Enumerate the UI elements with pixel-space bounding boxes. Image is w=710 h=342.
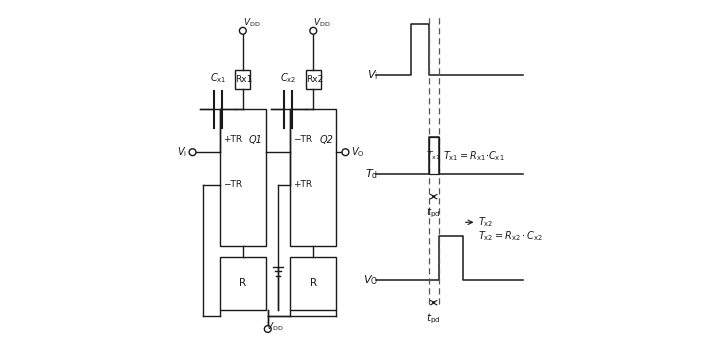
- Text: −TR: −TR: [223, 180, 242, 189]
- Circle shape: [342, 149, 349, 156]
- Circle shape: [239, 27, 246, 34]
- Bar: [220, 109, 266, 246]
- Text: Q2: Q2: [319, 134, 333, 145]
- Text: $V_\mathrm{DD}$: $V_\mathrm{DD}$: [266, 321, 283, 333]
- Text: +TR: +TR: [223, 135, 242, 144]
- Bar: [220, 256, 266, 310]
- Bar: [429, 137, 439, 174]
- Text: +TR: +TR: [293, 180, 312, 189]
- Text: $T_\mathrm{d}$: $T_\mathrm{d}$: [365, 168, 378, 181]
- Bar: [306, 70, 321, 89]
- Circle shape: [264, 326, 271, 332]
- Text: $V_\mathrm{i}$: $V_\mathrm{i}$: [367, 68, 378, 82]
- Text: $t_\mathrm{pd}$: $t_\mathrm{pd}$: [426, 311, 441, 326]
- Text: $C_\mathrm{x1}$: $C_\mathrm{x1}$: [210, 72, 226, 86]
- Text: $C_\mathrm{x2}$: $C_\mathrm{x2}$: [280, 72, 297, 86]
- Bar: [290, 256, 337, 310]
- Text: $T_\mathrm{x1}$: $T_\mathrm{x1}$: [426, 149, 441, 162]
- Text: $V_\mathrm{DD}$: $V_\mathrm{DD}$: [313, 16, 331, 29]
- Bar: [290, 109, 337, 246]
- Text: Rx1: Rx1: [236, 75, 253, 84]
- Text: $V_\mathrm{i}$: $V_\mathrm{i}$: [178, 145, 187, 159]
- Text: $V_\mathrm{DD}$: $V_\mathrm{DD}$: [243, 16, 260, 29]
- Text: $V_\mathrm{O}$: $V_\mathrm{O}$: [351, 145, 364, 159]
- Text: $T_\mathrm{x1}$$=$$R_\mathrm{x1}$$\cdot$$C_\mathrm{x1}$: $T_\mathrm{x1}$$=$$R_\mathrm{x1}$$\cdot$…: [443, 149, 505, 162]
- Text: $V_\mathrm{O}$: $V_\mathrm{O}$: [363, 274, 378, 287]
- Text: $t_\mathrm{pd}$: $t_\mathrm{pd}$: [426, 205, 441, 220]
- Text: $T_\mathrm{x2}$: $T_\mathrm{x2}$: [478, 215, 493, 229]
- Text: Rx2: Rx2: [306, 75, 323, 84]
- Circle shape: [310, 27, 317, 34]
- Circle shape: [189, 149, 196, 156]
- Text: −TR: −TR: [293, 135, 312, 144]
- Text: $T_\mathrm{x2}$$=$$R_\mathrm{x2}\cdot$$C_\mathrm{x2}$: $T_\mathrm{x2}$$=$$R_\mathrm{x2}\cdot$$C…: [478, 229, 543, 243]
- Text: R: R: [239, 278, 246, 288]
- Bar: [235, 70, 251, 89]
- Text: R: R: [310, 278, 317, 288]
- Text: Q1: Q1: [249, 134, 263, 145]
